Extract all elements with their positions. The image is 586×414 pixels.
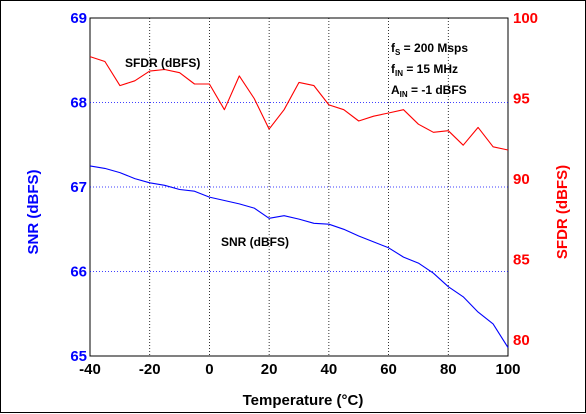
left-y-axis-title: SNR (dBFS) [25, 170, 42, 255]
right-y-tick-label: 85 [513, 251, 530, 268]
right-y-tick-label: 80 [513, 332, 530, 349]
x-tick-label: -20 [139, 361, 161, 378]
right-y-tick-labels: 80 85 90 95 100 [513, 10, 538, 349]
left-y-tick-labels: 65 66 67 68 69 [70, 10, 87, 365]
snr-series-line [89, 165, 509, 348]
right-y-tick-label: 90 [513, 171, 530, 188]
x-tick-label: 0 [205, 361, 213, 378]
right-y-tick-label: 95 [513, 90, 530, 107]
right-y-tick-label: 100 [513, 10, 538, 27]
left-y-tick-label: 66 [70, 264, 87, 281]
x-tick-label: 80 [440, 361, 457, 378]
left-y-tick-label: 65 [70, 348, 87, 365]
left-y-tick-label: 67 [70, 179, 87, 196]
x-tick-label: -40 [79, 361, 101, 378]
x-tick-labels: -40 -20 0 20 40 60 80 100 [79, 361, 520, 378]
sfdr-series-label: SFDR (dBFS) [125, 56, 200, 70]
left-y-tick-label: 69 [70, 10, 87, 27]
x-tick-label: 20 [261, 361, 278, 378]
left-y-tick-label: 68 [70, 95, 87, 112]
x-axis-title: Temperature (°C) [243, 392, 364, 409]
x-tick-label: 60 [380, 361, 397, 378]
annotation-ain: AIN = -1 dBFS [391, 83, 467, 99]
x-tick-label: 40 [321, 361, 338, 378]
snr-series-label: SNR (dBFS) [221, 235, 289, 249]
right-y-axis-title: SFDR (dBFS) [554, 165, 571, 259]
x-tick-label: 100 [495, 361, 520, 378]
gridlines [90, 18, 508, 356]
annotation-fs: fS = 200 Msps [391, 41, 468, 57]
series-lines [89, 56, 509, 348]
sfdr-series-line [89, 56, 509, 151]
annotation-fin: fIN = 15 MHz [391, 62, 458, 78]
